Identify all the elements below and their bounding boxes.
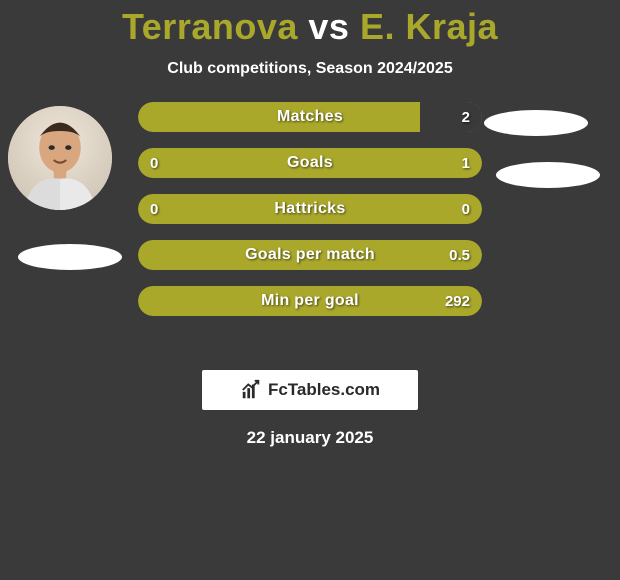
stat-row: 2Matches	[138, 102, 482, 132]
player2-name-oval-1	[484, 110, 588, 136]
title-vs: vs	[308, 6, 349, 47]
comparison-card: Terranova vs E. Kraja Club competitions,…	[0, 0, 620, 448]
player1-name-oval	[18, 244, 122, 270]
stat-label: Goals per match	[138, 240, 482, 270]
stat-row: 292Min per goal	[138, 286, 482, 316]
stat-label: Min per goal	[138, 286, 482, 316]
stat-row: 01Goals	[138, 148, 482, 178]
stat-row: 00Hattricks	[138, 194, 482, 224]
stat-label: Hattricks	[138, 194, 482, 224]
player1-avatar	[8, 106, 112, 210]
avatar-placeholder-icon	[8, 106, 112, 210]
footer-date: 22 january 2025	[0, 428, 620, 448]
subtitle: Club competitions, Season 2024/2025	[0, 60, 620, 78]
brand-text: FcTables.com	[268, 380, 380, 400]
player2-name-oval-2	[496, 162, 600, 188]
stat-label: Matches	[138, 102, 482, 132]
player1-name: Terranova	[122, 6, 298, 47]
brand-badge: FcTables.com	[202, 370, 418, 410]
stats-stage: 2Matches01Goals00Hattricks0.5Goals per m…	[0, 112, 620, 352]
stat-row: 0.5Goals per match	[138, 240, 482, 270]
player2-name: E. Kraja	[360, 6, 498, 47]
stat-label: Goals	[138, 148, 482, 178]
title: Terranova vs E. Kraja	[0, 6, 620, 48]
chart-icon	[240, 379, 262, 401]
stat-bars: 2Matches 01Goals 00Hattricks 0.5Goals per m…	[138, 102, 482, 332]
